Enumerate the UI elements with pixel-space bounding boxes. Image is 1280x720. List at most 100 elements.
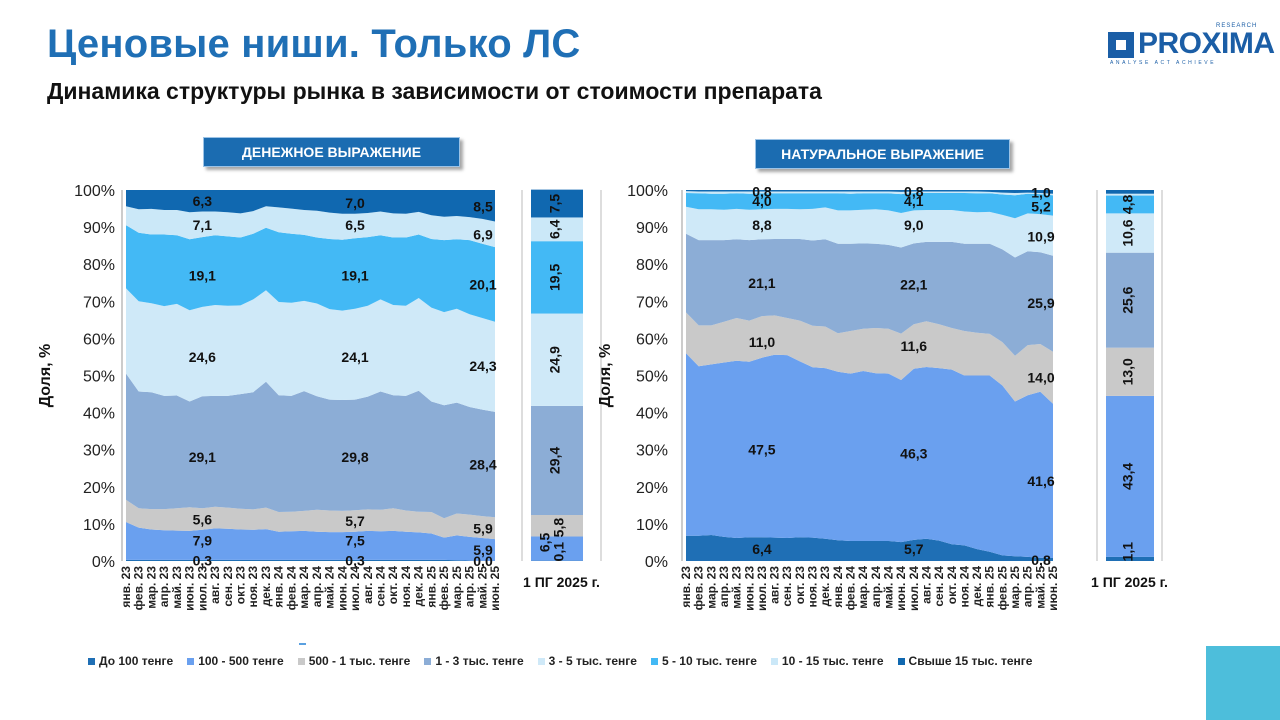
series-area-5	[686, 206, 1053, 258]
legend-swatch	[88, 657, 95, 665]
y-tick-label: 10%	[636, 517, 668, 534]
x-tick-label: мар. 24	[856, 566, 870, 609]
x-tick-label: июн. 23	[742, 566, 756, 611]
y-tick-label: 50%	[83, 369, 115, 386]
badge-units: НАТУРАЛЬНОЕ ВЫРАЖЕНИЕ	[755, 139, 1010, 169]
y-tick-label: 40%	[83, 406, 115, 423]
logo-tagline: ANALYSE ACT ACHIEVE	[1110, 60, 1217, 66]
x-tick-label: сен. 23	[780, 566, 794, 607]
y-tick-label: 90%	[83, 220, 115, 237]
y-axis-title: Доля, %	[37, 344, 54, 408]
summary-bar-segment-3	[531, 514, 583, 537]
legend-label: 500 - 1 тыс. тенге	[308, 654, 411, 668]
y-tick-label: 0%	[92, 554, 115, 571]
summary-bar-label: 5,8	[551, 518, 567, 538]
x-tick-label: фев. 24	[844, 566, 858, 611]
data-label: 21,1	[748, 275, 775, 291]
y-tick-label: 100%	[627, 183, 668, 200]
data-label: 0,3	[193, 552, 213, 568]
x-tick-label: апр. 24	[310, 566, 324, 608]
legend-item: 5 - 10 тыс. тенге	[650, 654, 757, 668]
series-area-4	[686, 233, 1053, 356]
data-label: 4,1	[904, 193, 924, 209]
x-tick-label: сен. 24	[932, 566, 946, 607]
series-area-1	[126, 559, 495, 561]
y-tick-label: 10%	[83, 517, 115, 534]
series-area-6	[126, 225, 495, 322]
summary-bar-segment-4	[531, 405, 583, 515]
data-label: 11,6	[901, 338, 928, 354]
x-tick-label: апр. 23	[717, 566, 731, 608]
data-label: 1,0	[1031, 185, 1051, 201]
x-tick-label: июл. 23	[195, 566, 209, 611]
data-label: 19,1	[189, 267, 216, 283]
y-tick-label: 40%	[636, 406, 668, 423]
x-tick-label: мар. 23	[704, 566, 718, 609]
x-tick-label: дек. 23	[818, 566, 832, 607]
series-area-1	[686, 535, 1053, 561]
page-title: Ценовые ниши. Только ЛС	[47, 22, 581, 66]
summary-bar-segment-6	[531, 241, 583, 314]
data-label: 6,5	[345, 217, 365, 233]
summary-bar-label: 25,6	[1120, 286, 1136, 313]
badge-money: ДЕНЕЖНОЕ ВЫРАЖЕНИЕ	[203, 137, 460, 167]
x-tick-label: дек. 24	[970, 566, 984, 607]
data-label: 5,9	[473, 542, 493, 558]
x-tick-label: фев. 23	[132, 566, 146, 611]
data-label: 0,3	[345, 552, 365, 568]
summary-bar-label: 7,5	[547, 194, 563, 214]
data-label: 29,1	[189, 449, 216, 465]
y-tick-label: 60%	[83, 331, 115, 348]
summary-bar-segment-8	[1106, 190, 1154, 194]
data-label: 20,1	[469, 277, 496, 293]
series-area-3	[686, 312, 1053, 404]
y-tick-label: 70%	[636, 294, 668, 311]
legend-label: 1 - 3 тыс. тенге	[435, 654, 524, 668]
summary-bar-label: 24,9	[547, 346, 563, 373]
data-label: 46,3	[900, 445, 927, 461]
summary-bar-segment-2	[1106, 395, 1154, 557]
data-label: 0,0	[473, 553, 493, 569]
legend-item: 1 - 3 тыс. тенге	[424, 654, 524, 668]
data-label: 8,8	[752, 217, 772, 233]
data-label: 0,8	[904, 183, 924, 199]
data-label: 25,9	[1027, 295, 1054, 311]
summary-bar-segment-5	[531, 313, 583, 406]
y-tick-label: 20%	[636, 480, 668, 497]
logo-research: RESEARCH	[1216, 23, 1258, 29]
summary-bar-label: 6,5	[537, 533, 553, 553]
data-label: 47,5	[748, 442, 775, 458]
x-tick-label: окт. 23	[793, 566, 807, 605]
data-label: 6,9	[473, 227, 493, 243]
legend-swatch	[424, 657, 432, 665]
x-tick-label: окт. 24	[386, 566, 400, 605]
data-label: 11,0	[749, 334, 776, 350]
x-tick-label: авг. 23	[208, 566, 222, 604]
x-tick-label: окт. 23	[234, 566, 248, 605]
x-tick-label: май. 23	[170, 566, 184, 609]
summary-bar-label: 0,1	[551, 542, 567, 562]
summary-bar-segment-7	[1106, 193, 1154, 196]
data-label: 5,9	[473, 520, 493, 536]
x-tick-label: фев. 23	[692, 566, 706, 611]
data-label: 0,8	[752, 183, 772, 199]
legend-swatch	[297, 657, 305, 665]
legend-label: 3 - 5 тыс. тенге	[548, 654, 637, 668]
summary-bar-label: 13,0	[1120, 358, 1136, 385]
legend-item: 10 - 15 тыс. тенге	[770, 654, 884, 668]
x-tick-label: июн. 23	[183, 566, 197, 611]
series-area-2	[126, 522, 495, 561]
x-tick-label: янв. 25	[424, 566, 438, 608]
series-area-8	[126, 190, 495, 222]
series-area-4	[126, 373, 495, 519]
y-tick-label: 80%	[636, 257, 668, 274]
x-tick-label: ноя. 24	[399, 566, 413, 608]
data-label: 5,6	[193, 511, 213, 527]
data-label: 8,5	[473, 199, 493, 215]
data-label: 28,4	[469, 457, 496, 473]
x-tick-label: янв. 23	[119, 566, 133, 608]
decorative-dash	[299, 643, 306, 645]
legend-item: 3 - 5 тыс. тенге	[537, 654, 637, 668]
y-tick-label: 100%	[74, 183, 115, 200]
